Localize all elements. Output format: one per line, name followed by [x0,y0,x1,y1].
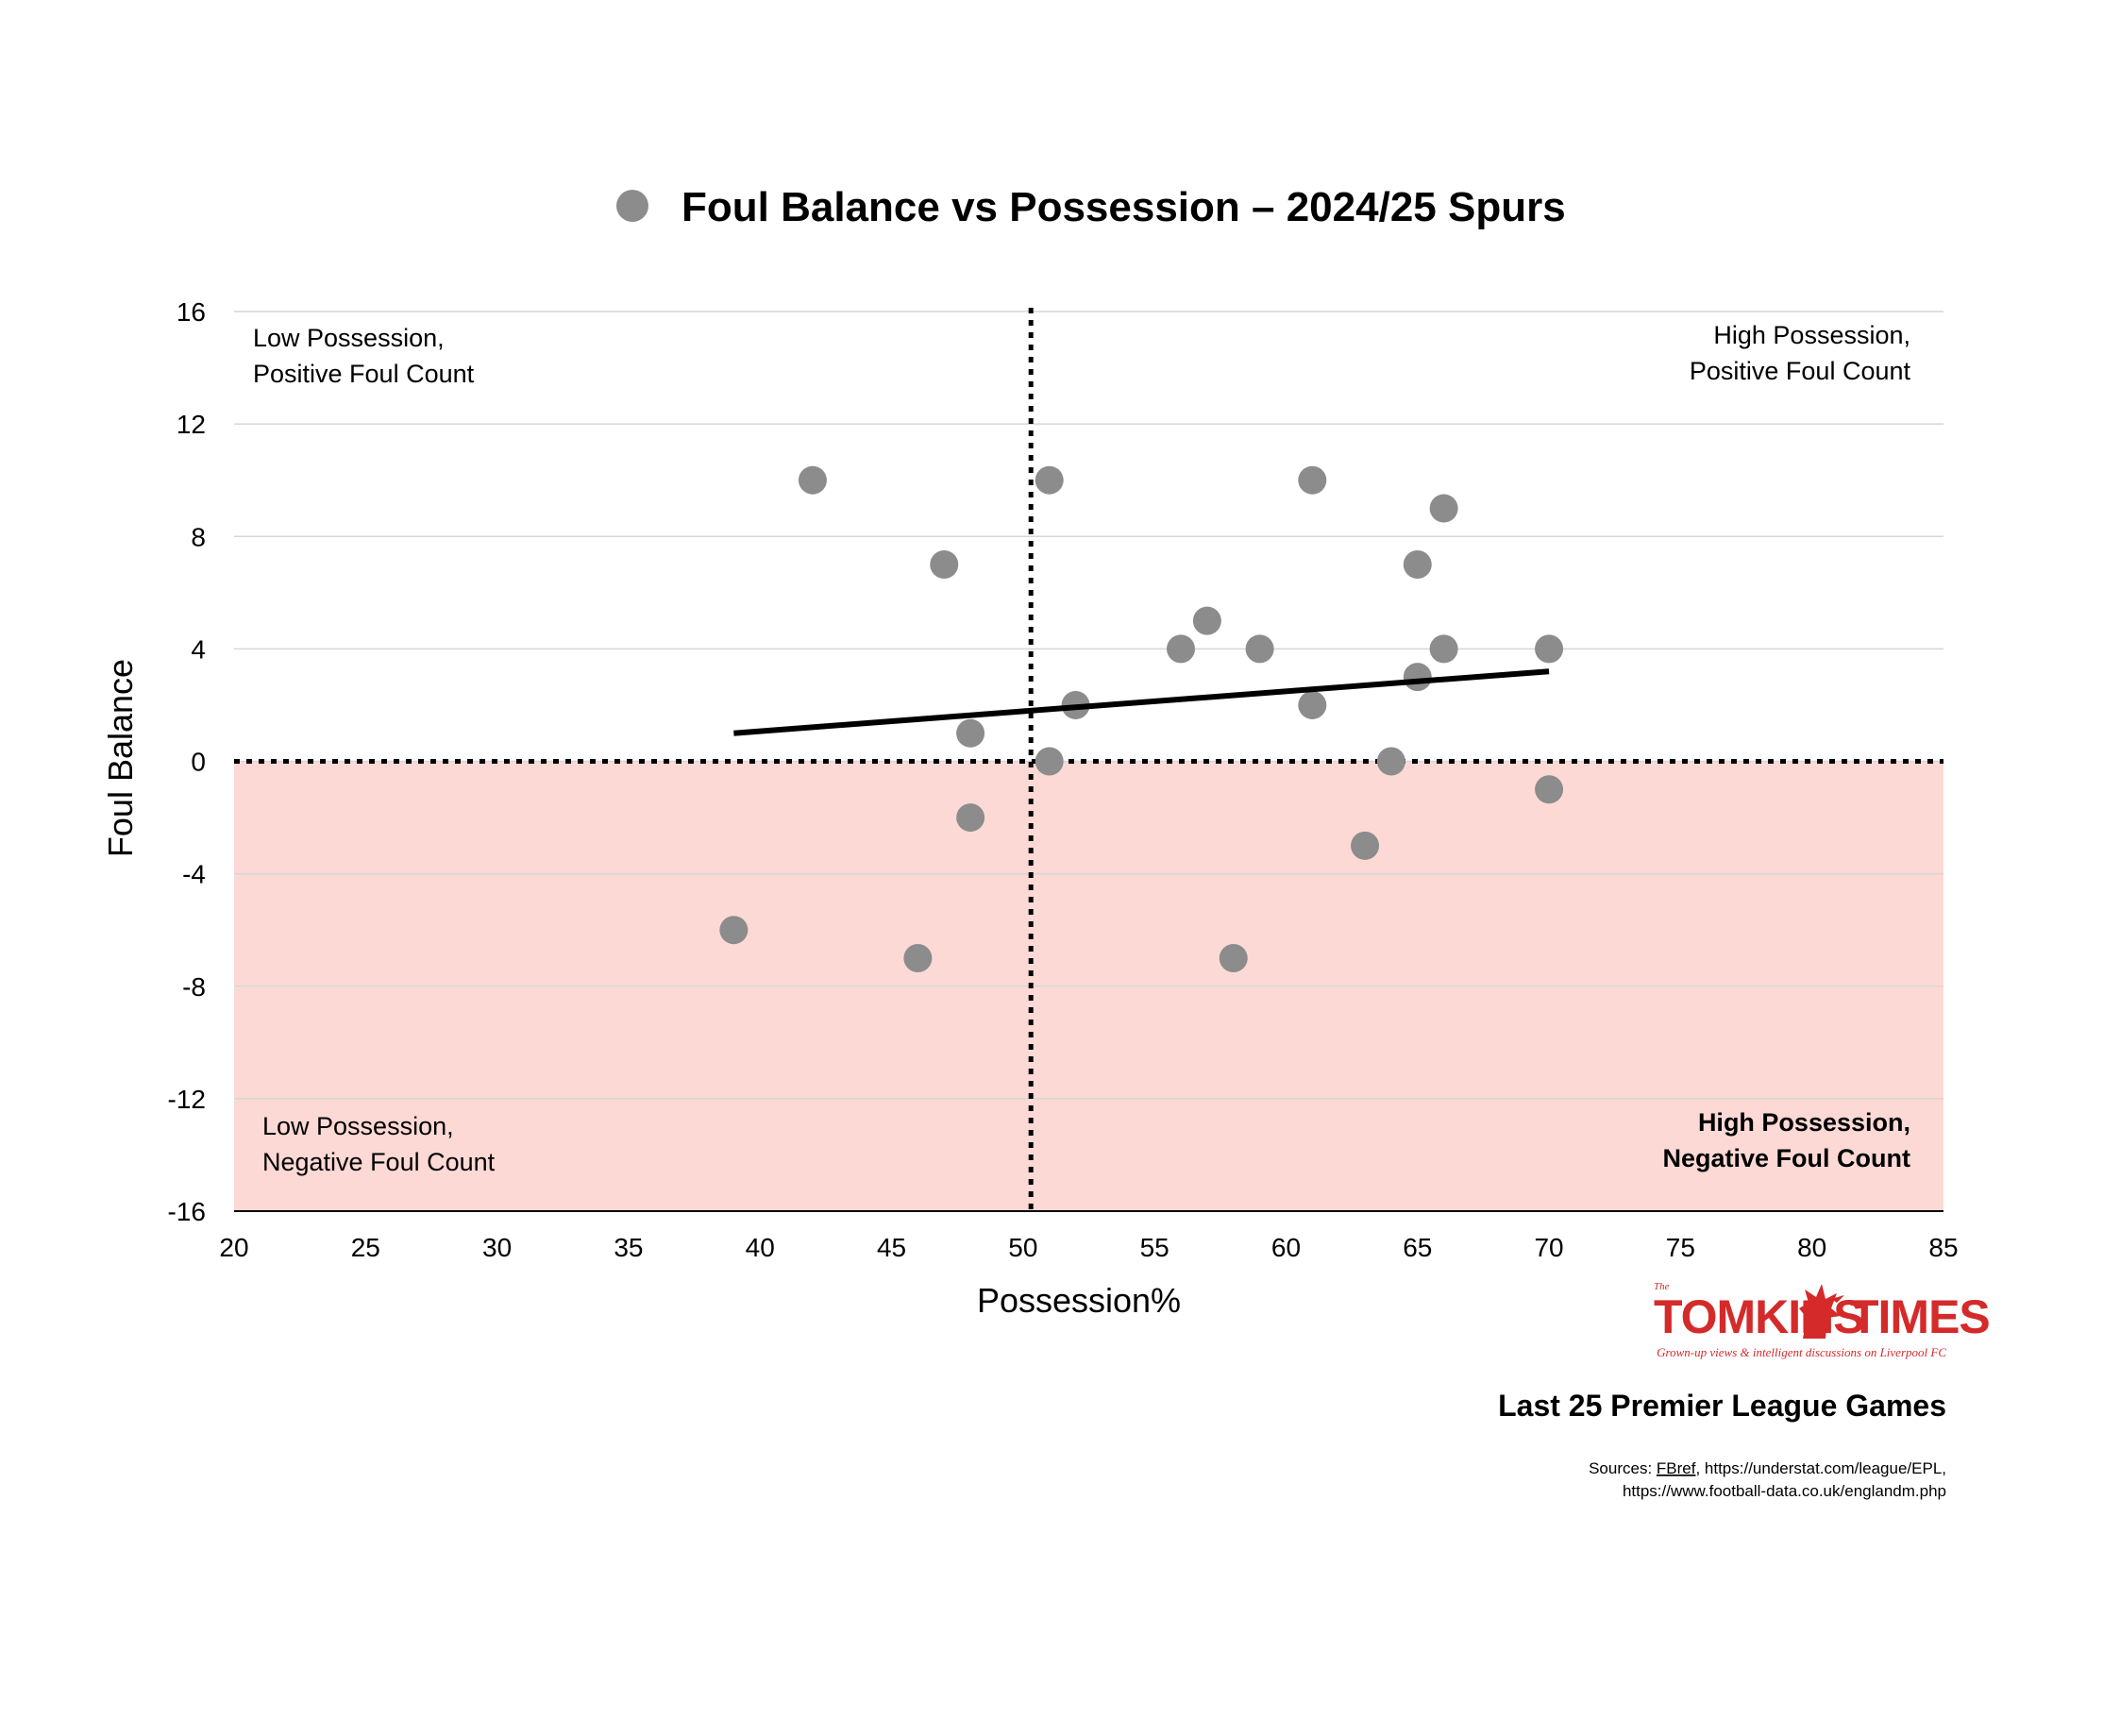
data-point [1298,690,1327,719]
data-point [1298,465,1327,495]
tomkins-times-logo: The TOMKINS TIMES Grown-up views & intel… [1654,1281,1991,1359]
y-tick-labels: 16 12 8 4 0 -4 -8 -12 -16 [168,297,206,1226]
x-tick-label: 55 [1140,1233,1169,1262]
y-tick-label: 16 [177,297,206,327]
x-tick-labels: 20 25 30 35 40 45 50 55 60 65 70 75 80 85 [219,1233,1958,1262]
data-point [1376,747,1405,776]
y-axis-title: Foul Balance [101,659,140,857]
data-point [1245,634,1274,664]
data-point [1351,831,1380,860]
data-point [719,916,749,945]
x-tick-label: 85 [1928,1233,1958,1262]
y-tick-label: -8 [182,972,206,1002]
sources-prefix: Sources: [1589,1459,1657,1477]
x-axis-title: Possession% [977,1281,1181,1320]
quadrant-label-bottom-right-line2: Negative Foul Count [1663,1144,1911,1172]
quadrant-label-bottom-left-line2: Negative Foul Count [262,1148,496,1176]
quadrant-label-top-right-line1: High Possession, [1713,321,1910,349]
data-point [956,718,985,748]
subtitle: Last 25 Premier League Games [1498,1389,1946,1423]
x-tick-label: 20 [219,1233,248,1262]
x-tick-label: 75 [1666,1233,1695,1262]
x-tick-label: 40 [746,1233,775,1262]
chart-title: Foul Balance vs Possession – 2024/25 Spu… [681,184,1566,230]
x-tick-label: 70 [1534,1233,1563,1262]
quadrant-label-bottom-left-line1: Low Possession, [262,1112,454,1140]
data-point [1403,550,1432,580]
data-point [1219,943,1248,972]
liverbird-icon [1799,1284,1844,1339]
x-tick-label: 25 [351,1233,380,1262]
x-tick-label: 45 [877,1233,906,1262]
data-point [1403,663,1432,692]
quadrant-label-top-right-line2: Positive Foul Count [1690,357,1911,385]
data-point [930,550,959,580]
sources-fbref: FBref [1657,1459,1696,1477]
x-tick-label: 30 [482,1233,512,1262]
data-point [1429,634,1458,664]
gridlines [234,311,1943,1100]
y-tick-label: 12 [177,410,206,439]
y-tick-label: -4 [182,860,206,889]
data-points [719,465,1564,972]
y-tick-label: 4 [191,634,206,664]
logo-tagline: Grown-up views & intelligent discussions… [1657,1345,1946,1359]
sources-line-1: Sources: FBref, https://understat.com/le… [1589,1459,1946,1477]
quadrant-label-bottom-right-line1: High Possession, [1698,1108,1910,1137]
quadrant-label-top-left-line2: Positive Foul Count [253,360,475,388]
data-point [1429,494,1458,523]
data-point [1535,634,1564,664]
data-point [956,803,985,833]
x-tick-label: 50 [1008,1233,1037,1262]
x-tick-label: 80 [1797,1233,1826,1262]
quadrant-label-top-left-line1: Low Possession, [253,324,445,352]
logo-right-word: TIMES [1850,1290,1990,1343]
x-tick-label: 60 [1271,1233,1301,1262]
sources-rest: , https://understat.com/league/EPL, [1695,1459,1946,1477]
data-point [1192,606,1221,635]
data-point [1167,634,1196,664]
logo-small-word: The [1654,1281,1670,1292]
x-tick-label: 65 [1403,1233,1432,1262]
y-tick-label: 0 [191,748,206,777]
x-tick-label: 35 [614,1233,643,1262]
y-tick-label: 8 [191,522,206,551]
data-point [798,465,827,495]
y-tick-label: -16 [168,1197,206,1226]
data-point [903,943,933,972]
data-point [1535,775,1564,804]
trendline [733,668,1550,736]
data-point [1035,465,1064,495]
legend-marker [616,190,648,222]
sources-line-2: https://www.football-data.co.uk/englandm… [1623,1482,1946,1500]
y-tick-label: -12 [168,1085,206,1114]
data-point [1035,747,1064,776]
